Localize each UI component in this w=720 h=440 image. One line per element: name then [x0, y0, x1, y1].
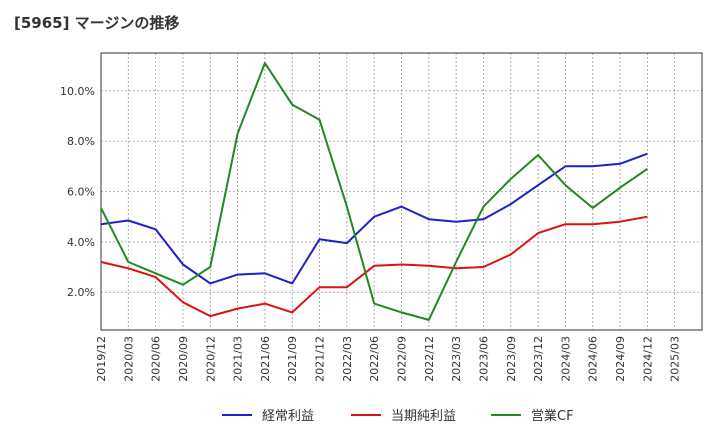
x-tick-label: 2024/12 [641, 336, 654, 382]
y-tick-label: 4.0% [67, 236, 95, 249]
x-tick-label: 2022/09 [396, 336, 409, 382]
x-tick-label: 2021/12 [314, 336, 327, 382]
x-tick-label: 2024/09 [614, 336, 627, 382]
y-axis-ticks: 2.0% 4.0% 6.0% 8.0% 10.0% [60, 85, 95, 299]
x-tick-label: 2024/03 [559, 336, 572, 382]
series-line-2 [100, 62, 648, 321]
x-tick-label: 2022/03 [341, 336, 354, 382]
x-tick-label: 2022/12 [423, 336, 436, 382]
x-tick-label: 2020/09 [177, 336, 190, 382]
x-tick-label: 2021/03 [232, 336, 245, 382]
x-tick-label: 2023/12 [532, 336, 545, 382]
x-tick-label: 2020/12 [204, 336, 217, 382]
x-tick-label: 2023/03 [450, 336, 463, 382]
legend-label: 経常利益 [262, 409, 314, 424]
y-tick-label: 2.0% [67, 286, 95, 299]
x-tick-label: 2020/06 [150, 336, 163, 382]
x-axis-ticks: 2019/12 2020/03 2020/06 2020/09 2020/12 2021/… [95, 336, 682, 382]
x-tick-label: 2021/06 [259, 336, 272, 382]
x-tick-label: 2024/06 [587, 336, 600, 382]
x-tick-label: 2019/12 [95, 336, 108, 382]
y-tick-label: 6.0% [67, 186, 95, 199]
series-line-1 [100, 215, 648, 318]
x-tick-label: 2023/09 [505, 336, 518, 382]
y-tick-label: 8.0% [67, 135, 95, 148]
x-tick-label: 2025/03 [669, 336, 682, 382]
y-tick-label: 10.0% [60, 85, 95, 98]
x-tick-label: 2020/03 [122, 336, 135, 382]
legend-label: 営業CF [531, 408, 574, 424]
series-lines [100, 62, 648, 321]
plot-area [100, 52, 703, 331]
x-tick-label: 2023/06 [477, 336, 490, 382]
series-line-0 [100, 152, 648, 285]
x-tick-label: 2022/06 [368, 336, 381, 382]
chart-title: [5965] マージンの推移 [14, 14, 180, 32]
grid [101, 53, 702, 330]
legend-label: 当期純利益 [391, 409, 456, 424]
x-tick-label: 2021/09 [286, 336, 299, 382]
legend: 経常利益 当期純利益 営業CF [222, 408, 574, 424]
